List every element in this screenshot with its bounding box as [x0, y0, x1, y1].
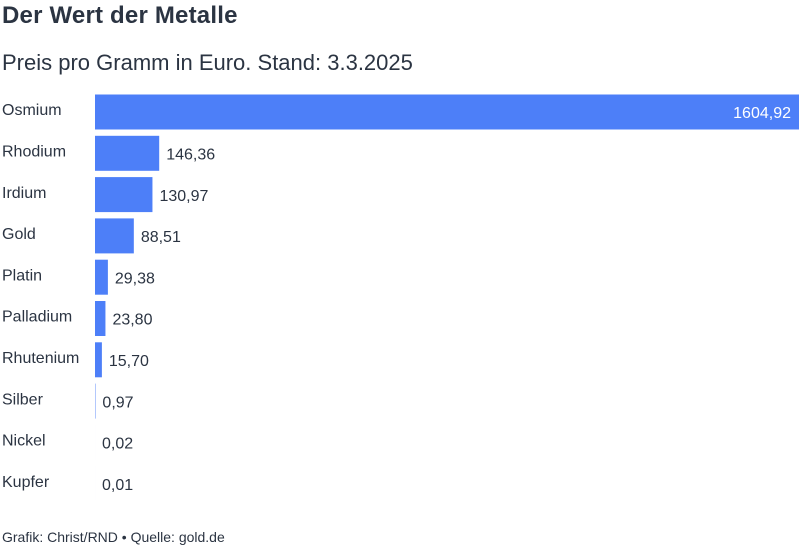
- value-label: 0,01: [102, 477, 133, 494]
- chart-subtitle: Preis pro Gramm in Euro. Stand: 3.3.2025: [2, 50, 413, 75]
- value-label: 88,51: [141, 229, 181, 246]
- category-label: Rhodium: [2, 144, 66, 161]
- value-label: 0,97: [102, 394, 133, 411]
- value-label: 15,70: [109, 353, 149, 370]
- category-label: Silber: [2, 391, 44, 408]
- value-label: 146,36: [166, 147, 215, 164]
- bar: [95, 301, 106, 336]
- category-label: Nickel: [2, 433, 46, 450]
- chart-title: Der Wert der Metalle: [2, 2, 238, 29]
- bar: [95, 94, 799, 130]
- category-label: Palladium: [2, 309, 72, 326]
- bar: [95, 259, 108, 295]
- category-label: Rhutenium: [2, 350, 79, 367]
- category-label: Platin: [2, 267, 42, 284]
- bar: [95, 218, 134, 254]
- category-label: Gold: [2, 226, 36, 243]
- bar: [95, 135, 160, 171]
- value-label: 1604,92: [733, 105, 791, 122]
- category-label: Osmium: [2, 102, 62, 119]
- value-label: 29,38: [115, 270, 155, 287]
- bar: [95, 177, 153, 213]
- value-label: 130,97: [159, 188, 208, 205]
- category-label: Kupfer: [2, 474, 50, 491]
- value-label: 0,02: [102, 436, 133, 453]
- category-label: Irdium: [2, 185, 46, 202]
- bar-chart: Osmium 1604,92 Rhodium 146,36 Irdium 130,97 Go…: [2, 94, 799, 500]
- bar: [95, 342, 102, 378]
- source-footer: Grafik: Christ/RND • Quelle: gold.de: [2, 529, 225, 545]
- value-label: 23,80: [112, 312, 152, 329]
